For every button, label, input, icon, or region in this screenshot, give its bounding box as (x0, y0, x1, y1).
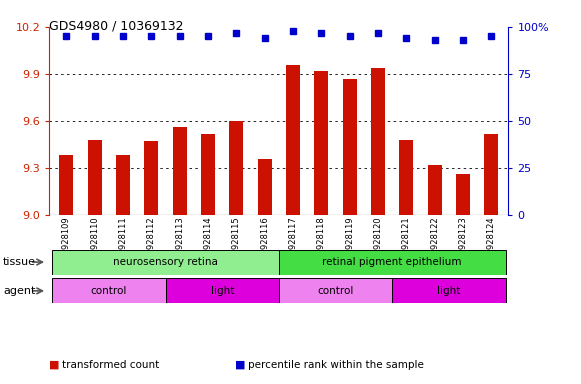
Bar (399, 140, 414, 215)
Bar (286, 65, 300, 215)
Bar (428, 165, 442, 215)
Bar (392, 278, 505, 303)
Text: control: control (317, 286, 354, 296)
Text: retinal pigment epithelium: retinal pigment epithelium (322, 257, 462, 267)
Text: control: control (91, 286, 127, 296)
Bar (485, 134, 498, 215)
Text: ■: ■ (49, 360, 60, 370)
Text: light: light (210, 286, 234, 296)
Bar (257, 159, 272, 215)
Bar (279, 278, 392, 303)
Bar (229, 121, 243, 215)
Bar (343, 79, 357, 215)
Bar (52, 278, 166, 303)
Text: agent: agent (3, 286, 35, 296)
Bar (173, 127, 187, 215)
Bar (144, 141, 159, 215)
Bar (88, 140, 102, 215)
Text: transformed count: transformed count (62, 360, 159, 370)
Bar (201, 134, 215, 215)
Text: GDS4980 / 10369132: GDS4980 / 10369132 (49, 19, 184, 32)
Text: ■: ■ (235, 360, 246, 370)
Bar (59, 156, 73, 215)
Bar (371, 68, 385, 215)
Text: light: light (437, 286, 461, 296)
Text: percentile rank within the sample: percentile rank within the sample (248, 360, 424, 370)
Bar (166, 278, 279, 303)
Text: tissue: tissue (3, 257, 36, 267)
Bar (52, 250, 279, 275)
Bar (314, 71, 328, 215)
Bar (116, 156, 130, 215)
Text: neurosensory retina: neurosensory retina (113, 257, 218, 267)
Bar (279, 250, 505, 275)
Bar (456, 174, 470, 215)
